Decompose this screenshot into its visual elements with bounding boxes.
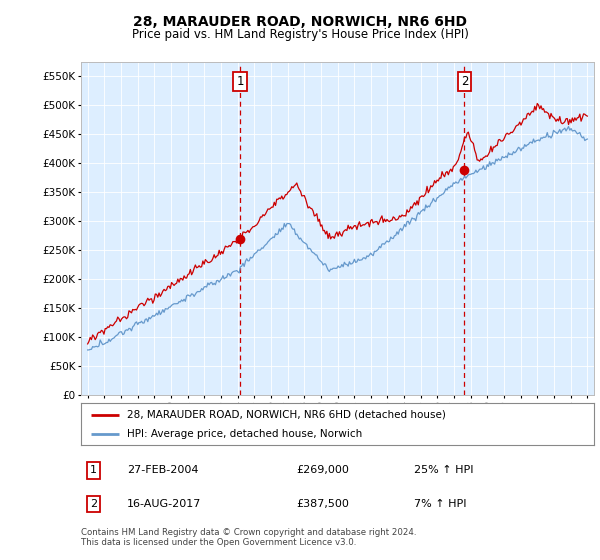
Text: 1: 1 [236, 76, 244, 88]
Text: Price paid vs. HM Land Registry's House Price Index (HPI): Price paid vs. HM Land Registry's House … [131, 28, 469, 41]
Text: Contains HM Land Registry data © Crown copyright and database right 2024.
This d: Contains HM Land Registry data © Crown c… [81, 528, 416, 547]
Text: 16-AUG-2017: 16-AUG-2017 [127, 499, 202, 509]
Text: £387,500: £387,500 [296, 499, 349, 509]
Text: 7% ↑ HPI: 7% ↑ HPI [415, 499, 467, 509]
Text: £269,000: £269,000 [296, 465, 349, 475]
Text: 1: 1 [91, 465, 97, 475]
Text: 2: 2 [90, 499, 97, 509]
Text: 25% ↑ HPI: 25% ↑ HPI [415, 465, 474, 475]
Text: 28, MARAUDER ROAD, NORWICH, NR6 6HD: 28, MARAUDER ROAD, NORWICH, NR6 6HD [133, 15, 467, 29]
Text: 2: 2 [461, 76, 468, 88]
Text: HPI: Average price, detached house, Norwich: HPI: Average price, detached house, Norw… [127, 429, 362, 439]
Text: 27-FEB-2004: 27-FEB-2004 [127, 465, 199, 475]
Text: 28, MARAUDER ROAD, NORWICH, NR6 6HD (detached house): 28, MARAUDER ROAD, NORWICH, NR6 6HD (det… [127, 409, 446, 419]
